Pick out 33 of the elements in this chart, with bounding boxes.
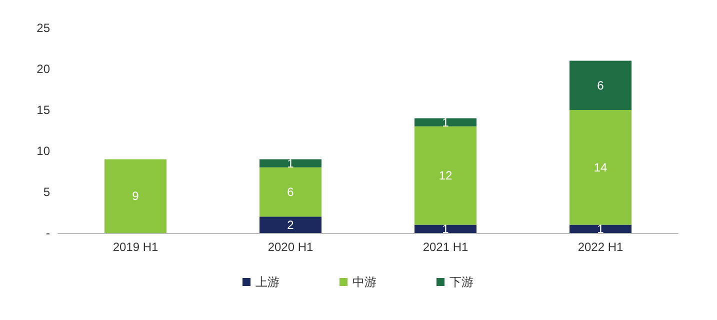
data-label: 9 (132, 189, 140, 204)
bar (260, 159, 322, 168)
x-tick-label: 2020 H1 (268, 240, 314, 254)
bar (414, 224, 476, 233)
y-tick-label: 20 (36, 62, 50, 76)
bar (570, 110, 632, 225)
legend-label: 中游 (352, 275, 376, 289)
data-label: 1 (442, 222, 450, 236)
y-tick-label: 5 (43, 185, 50, 199)
data-label: 1 (442, 115, 450, 130)
bar (414, 126, 476, 225)
y-tick-label: 15 (36, 103, 50, 117)
x-tick-label: 2019 H1 (112, 240, 159, 254)
x-tick-label: 2022 H1 (578, 240, 624, 254)
bar (570, 224, 632, 233)
bar (260, 167, 322, 217)
bar (260, 216, 322, 233)
bar (414, 118, 476, 126)
data-label: 2 (287, 218, 294, 232)
data-label: 6 (287, 185, 294, 199)
data-label: 14 (594, 160, 608, 174)
legend-label: 上游 (256, 275, 280, 289)
y-tick-label: 25 (36, 21, 50, 35)
data-label: 12 (438, 168, 452, 183)
y-tick-label: 10 (36, 144, 50, 158)
x-tick-label: 2021 H1 (422, 240, 469, 254)
bar (570, 60, 632, 110)
data-label: 1 (287, 156, 294, 170)
legend-label: 下游 (450, 275, 474, 289)
bar (104, 159, 166, 233)
y-tick-label: - (46, 226, 50, 240)
data-label: 6 (597, 78, 604, 92)
data-label: 1 (597, 222, 604, 236)
